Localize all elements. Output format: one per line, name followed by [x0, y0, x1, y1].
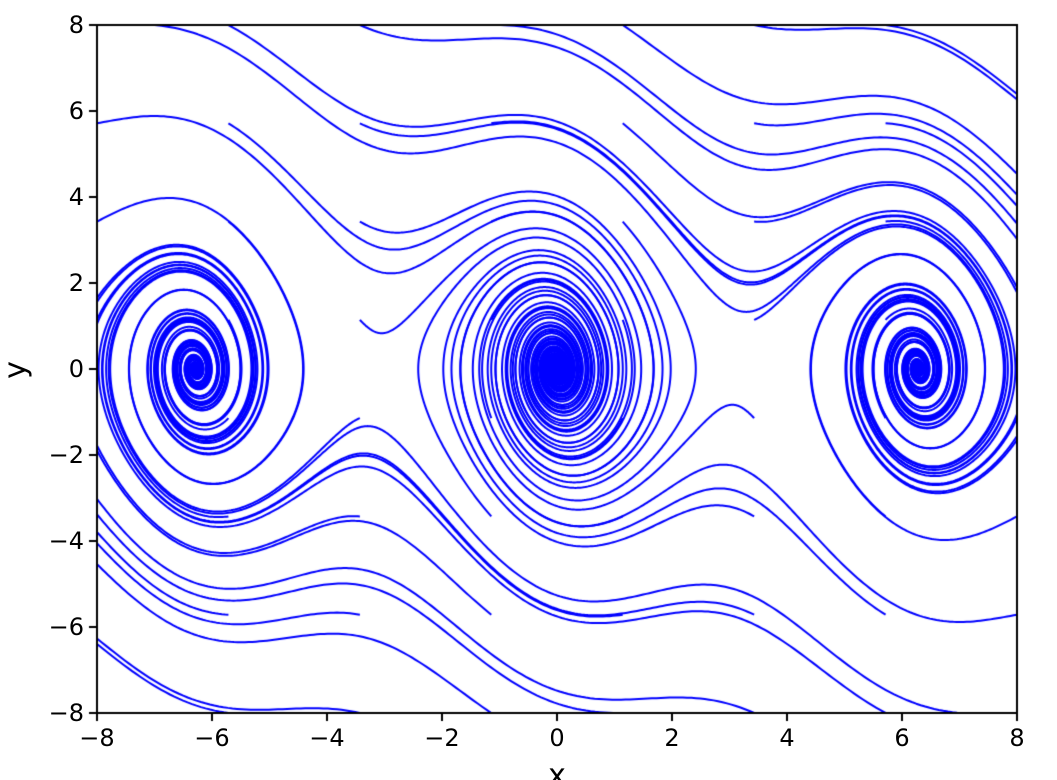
y-tick-label: 0: [68, 355, 84, 383]
x-tick-label: −2: [424, 724, 460, 752]
y-tick-label: 4: [68, 183, 84, 211]
y-tick-label: 6: [68, 97, 84, 125]
y-tick-label: −6: [48, 613, 84, 641]
y-axis-label: y: [0, 361, 33, 379]
x-tick-label: 0: [549, 724, 565, 752]
x-tick-label: −6: [194, 724, 230, 752]
y-tick-label: 2: [68, 269, 84, 297]
x-tick-label: 8: [1009, 724, 1025, 752]
x-axis-label: x: [548, 758, 566, 780]
x-tick-label: 6: [894, 724, 910, 752]
x-tick-label: −8: [79, 724, 115, 752]
x-tick-label: −4: [309, 724, 345, 752]
y-tick-label: 8: [68, 11, 84, 39]
y-tick-label: −8: [48, 699, 84, 727]
x-tick-label: 2: [664, 724, 680, 752]
x-tick-label: 4: [779, 724, 795, 752]
y-tick-label: −2: [48, 441, 84, 469]
y-tick-label: −4: [48, 527, 84, 555]
